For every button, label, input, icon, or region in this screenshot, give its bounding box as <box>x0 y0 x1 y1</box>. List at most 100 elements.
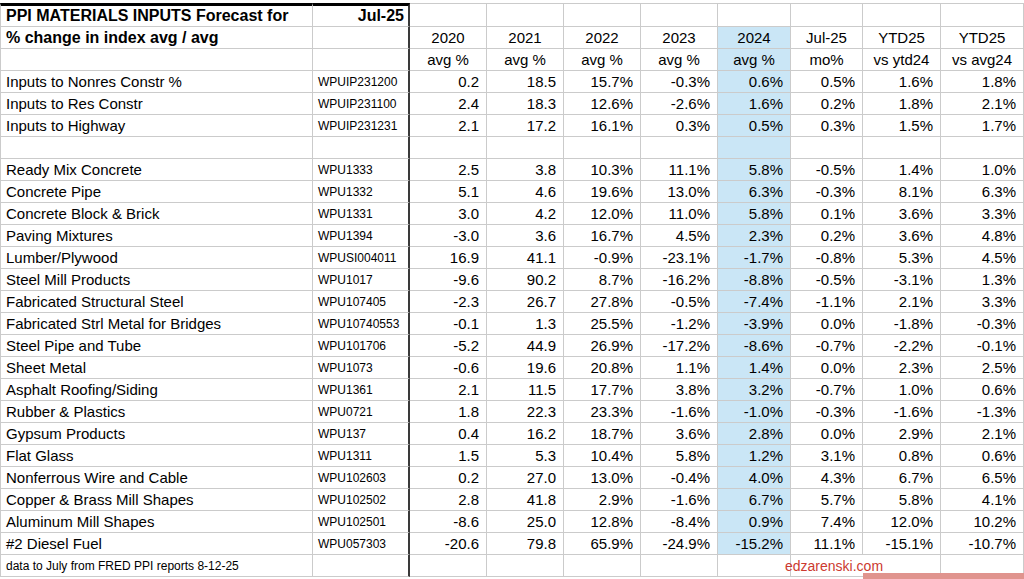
value-cell[interactable]: 5.8% <box>718 203 791 225</box>
value-cell[interactable]: 2.1 <box>410 379 487 401</box>
value-cell[interactable]: 0.2 <box>410 467 487 489</box>
value-cell[interactable]: -0.6 <box>410 357 487 379</box>
value-cell[interactable]: -1.0% <box>718 401 791 423</box>
row-label-cell[interactable]: Gypsum Products <box>0 423 313 445</box>
value-cell[interactable]: 4.6 <box>487 181 564 203</box>
value-cell[interactable]: 2.4 <box>410 93 487 115</box>
series-code-cell[interactable]: WPUIP231231 <box>313 115 410 137</box>
subtitle-cell[interactable]: % change in index avg / avg <box>0 27 313 49</box>
value-cell[interactable]: -0.5% <box>791 269 863 291</box>
value-cell[interactable]: 1.8% <box>941 71 1024 93</box>
value-cell[interactable]: 12.0% <box>564 203 641 225</box>
value-cell[interactable]: -1.6% <box>641 489 718 511</box>
value-cell[interactable]: 0.5% <box>718 115 791 137</box>
value-cell[interactable]: 3.6% <box>863 203 941 225</box>
row-label-cell[interactable]: Fabricated Structural Steel <box>0 291 313 313</box>
value-cell[interactable]: -15.2% <box>718 533 791 555</box>
series-code-cell[interactable]: WPU1331 <box>313 203 410 225</box>
value-cell[interactable]: 0.2% <box>791 93 863 115</box>
value-cell[interactable]: -3.9% <box>718 313 791 335</box>
series-code-cell[interactable]: WPU101706 <box>313 335 410 357</box>
value-cell[interactable]: 25.0 <box>487 511 564 533</box>
value-cell[interactable]: -1.7% <box>718 247 791 269</box>
value-cell[interactable]: 2.1% <box>863 291 941 313</box>
series-code-cell[interactable]: WPUIP231200 <box>313 71 410 93</box>
series-code-cell[interactable]: WPU1017 <box>313 269 410 291</box>
value-cell[interactable]: -1.8% <box>863 313 941 335</box>
value-cell[interactable]: 6.3% <box>718 181 791 203</box>
value-cell[interactable]: 41.8 <box>487 489 564 511</box>
value-cell[interactable]: 4.2 <box>487 203 564 225</box>
value-cell[interactable]: 7.4% <box>791 511 863 533</box>
value-cell[interactable]: 17.2 <box>487 115 564 137</box>
value-cell[interactable]: 3.2% <box>718 379 791 401</box>
value-cell[interactable]: 5.8% <box>863 489 941 511</box>
value-cell[interactable]: 0.8% <box>863 445 941 467</box>
value-cell[interactable]: 19.6% <box>564 181 641 203</box>
row-label-cell[interactable]: Inputs to Highway <box>0 115 313 137</box>
value-cell[interactable]: 25.5% <box>564 313 641 335</box>
value-cell[interactable]: -1.6% <box>641 401 718 423</box>
value-cell[interactable]: 3.6% <box>641 423 718 445</box>
value-cell[interactable]: 1.8% <box>863 93 941 115</box>
value-cell[interactable]: 11.0% <box>641 203 718 225</box>
value-cell[interactable]: -9.6 <box>410 269 487 291</box>
value-cell[interactable]: 11.1% <box>791 533 863 555</box>
series-code-cell[interactable]: WPU1311 <box>313 445 410 467</box>
value-cell[interactable]: 1.3% <box>941 269 1024 291</box>
value-cell[interactable]: 16.1% <box>564 115 641 137</box>
row-label-cell[interactable]: #2 Diesel Fuel <box>0 533 313 555</box>
value-cell[interactable]: -8.6% <box>718 335 791 357</box>
year-header-cell[interactable]: 2021 <box>487 27 564 49</box>
series-code-cell[interactable]: WPU102501 <box>313 511 410 533</box>
value-cell[interactable]: -1.3% <box>941 401 1024 423</box>
value-cell[interactable]: 4.0% <box>718 467 791 489</box>
value-cell[interactable]: -1.1% <box>791 291 863 313</box>
value-cell[interactable]: 2.9% <box>863 423 941 445</box>
value-cell[interactable]: -0.3% <box>791 401 863 423</box>
value-cell[interactable]: 0.6% <box>941 379 1024 401</box>
value-cell[interactable]: 17.7% <box>564 379 641 401</box>
value-cell[interactable]: 26.7 <box>487 291 564 313</box>
year-header-cell-2024[interactable]: 2024 <box>718 27 791 49</box>
row-label-cell[interactable]: Aluminum Mill Shapes <box>0 511 313 533</box>
value-cell[interactable]: 2.5 <box>410 159 487 181</box>
row-label-cell[interactable]: Concrete Block & Brick <box>0 203 313 225</box>
value-cell[interactable]: 6.7% <box>863 467 941 489</box>
value-cell[interactable]: 10.3% <box>564 159 641 181</box>
unit-header-cell[interactable]: vs avg24 <box>941 49 1024 71</box>
value-cell[interactable]: -7.4% <box>718 291 791 313</box>
unit-header-cell-2024[interactable]: avg % <box>718 49 791 71</box>
value-cell[interactable]: 0.0% <box>791 357 863 379</box>
value-cell[interactable]: -0.9% <box>564 247 641 269</box>
value-cell[interactable]: -8.4% <box>641 511 718 533</box>
value-cell[interactable]: 3.6% <box>863 225 941 247</box>
series-code-cell[interactable]: WPU137 <box>313 423 410 445</box>
row-label-cell[interactable]: Paving Mixtures <box>0 225 313 247</box>
value-cell[interactable]: 3.6 <box>487 225 564 247</box>
value-cell[interactable]: 0.6% <box>941 445 1024 467</box>
value-cell[interactable]: -2.6% <box>641 93 718 115</box>
unit-header-cell[interactable]: avg % <box>487 49 564 71</box>
value-cell[interactable]: 5.8% <box>718 159 791 181</box>
value-cell[interactable]: 44.9 <box>487 335 564 357</box>
value-cell[interactable]: 41.1 <box>487 247 564 269</box>
row-label-cell[interactable]: Flat Glass <box>0 445 313 467</box>
value-cell[interactable]: 2.1% <box>941 423 1024 445</box>
value-cell[interactable]: -2.2% <box>863 335 941 357</box>
value-cell[interactable]: -15.1% <box>863 533 941 555</box>
value-cell[interactable]: 10.4% <box>564 445 641 467</box>
value-cell[interactable]: 1.6% <box>863 71 941 93</box>
value-cell[interactable]: 6.5% <box>941 467 1024 489</box>
row-label-cell[interactable]: Rubber & Plastics <box>0 401 313 423</box>
row-label-cell[interactable]: Steel Pipe and Tube <box>0 335 313 357</box>
value-cell[interactable]: 10.2% <box>941 511 1024 533</box>
value-cell[interactable]: -1.2% <box>641 313 718 335</box>
series-code-cell[interactable]: WPU102502 <box>313 489 410 511</box>
row-label-cell[interactable]: Fabricated Strl Metal for Bridges <box>0 313 313 335</box>
value-cell[interactable]: 11.5 <box>487 379 564 401</box>
value-cell[interactable]: 2.3% <box>718 225 791 247</box>
value-cell[interactable]: -0.1 <box>410 313 487 335</box>
series-code-cell[interactable]: WPU107405 <box>313 291 410 313</box>
row-label-cell[interactable]: Lumber/Plywood <box>0 247 313 269</box>
